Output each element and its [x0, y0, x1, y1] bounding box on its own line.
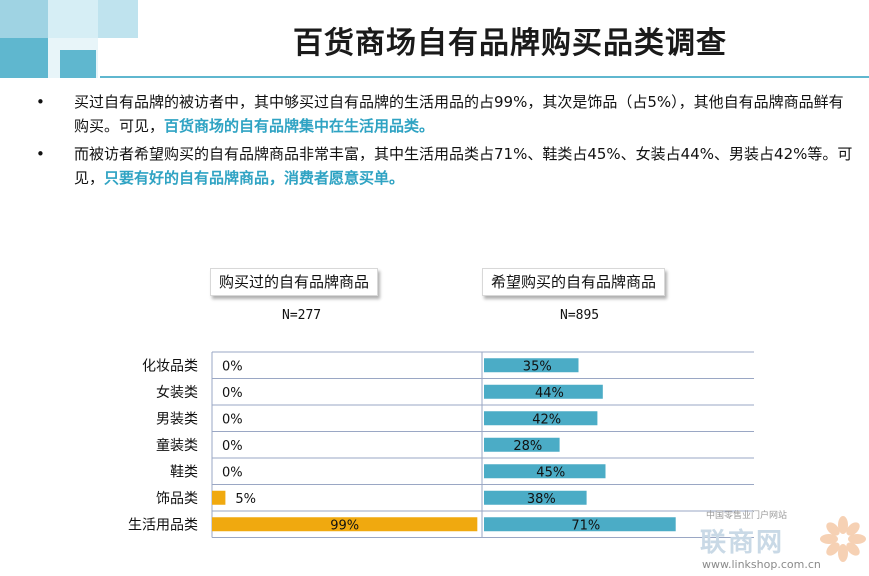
- corner-decoration: [0, 0, 140, 80]
- data-label: 0%: [222, 386, 243, 401]
- bullet-dot: •: [36, 145, 45, 163]
- bullet-dot: •: [36, 93, 45, 111]
- bar: [484, 517, 676, 532]
- data-label: 0%: [222, 359, 243, 374]
- data-label: 38%: [527, 492, 556, 507]
- watermark: 中国零售业门户网站 联商网 www.linkshop.com.cn: [700, 508, 869, 576]
- bar: [484, 384, 603, 399]
- title-divider: [100, 76, 869, 78]
- bullet-text: 买过自有品牌的被访者中，其中够买过自有品牌的生活用品的占99%，其次是饰品（占5…: [74, 93, 844, 135]
- data-label: 44%: [535, 386, 564, 401]
- bar: [484, 490, 587, 505]
- bar: [484, 358, 579, 373]
- category-label: 男装类: [156, 411, 198, 427]
- left-chart-sample-size: N=277: [282, 308, 322, 323]
- flower-logo-icon: [820, 516, 866, 562]
- data-label: 0%: [222, 412, 243, 427]
- category-label: 童装类: [156, 437, 198, 454]
- right-chart-title: 希望购买的自有品牌商品: [482, 268, 666, 296]
- category-label: 鞋类: [170, 464, 198, 480]
- data-label: 42%: [532, 412, 561, 427]
- bar: [484, 437, 560, 452]
- data-label: 45%: [536, 465, 565, 480]
- bar: [212, 517, 478, 532]
- watermark-url: www.linkshop.com.cn: [702, 558, 821, 571]
- bullet-highlight: 百货商场的自有品牌集中在生活用品类。: [164, 117, 435, 135]
- watermark-tagline: 中国零售业门户网站: [706, 511, 788, 521]
- bullet-list: • 买过自有品牌的被访者中，其中够买过自有品牌的生活用品的占99%，其次是饰品（…: [36, 90, 856, 194]
- page-title: 百货商场自有品牌购买品类调查: [293, 26, 727, 61]
- left-chart-title: 购买过的自有品牌商品: [210, 268, 379, 296]
- bullet-text: 而被访者希望购买的自有品牌商品非常丰富，其中生活用品类占71%、鞋类占45%、女…: [74, 145, 853, 187]
- bullet-item: • 买过自有品牌的被访者中，其中够买过自有品牌的生活用品的占99%，其次是饰品（…: [36, 90, 856, 138]
- data-label: 28%: [513, 439, 542, 454]
- data-label: 35%: [523, 359, 552, 374]
- data-label: 71%: [571, 518, 600, 533]
- bullet-highlight: 只要有好的自有品牌商品，消费者愿意买单。: [104, 169, 405, 187]
- right-chart-sample-size: N=895: [560, 308, 600, 323]
- data-label: 99%: [330, 518, 359, 533]
- bullet-item: • 而被访者希望购买的自有品牌商品非常丰富，其中生活用品类占71%、鞋类占45%…: [36, 142, 856, 190]
- bar: [212, 490, 226, 505]
- category-label: 化妆品类: [142, 358, 198, 374]
- category-label: 饰品类: [156, 491, 198, 507]
- data-label: 0%: [222, 465, 243, 480]
- watermark-brand: 联商网: [700, 528, 785, 558]
- data-label: 5%: [235, 492, 256, 507]
- bar: [484, 411, 598, 426]
- category-label: 女装类: [156, 384, 198, 401]
- data-label: 0%: [222, 439, 243, 454]
- category-label: 生活用品类: [128, 517, 198, 533]
- bar: [484, 464, 606, 479]
